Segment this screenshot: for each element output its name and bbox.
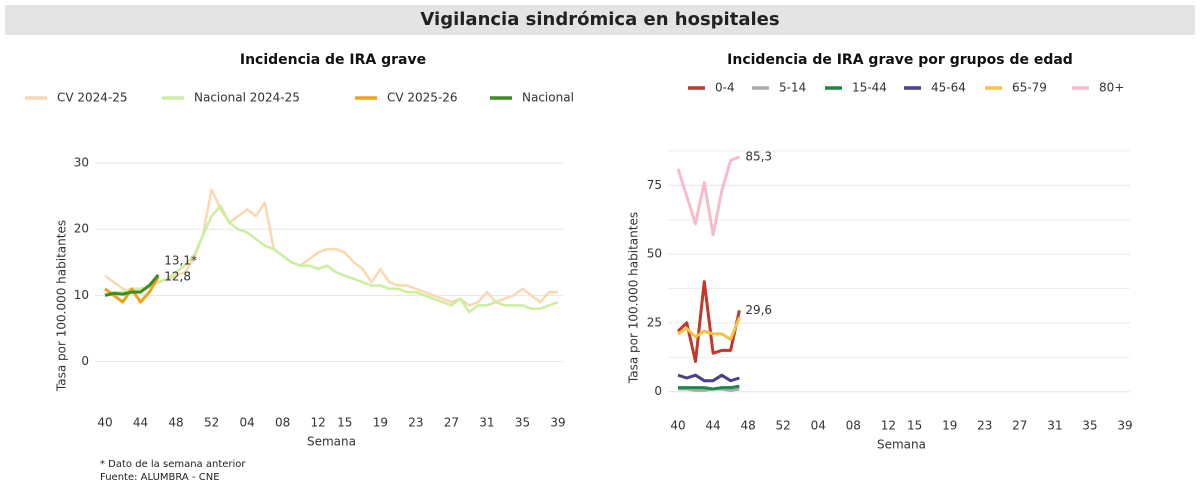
series-line xyxy=(676,280,741,363)
legend-label: 80+ xyxy=(1099,81,1124,95)
legend-label: 15-44 xyxy=(852,81,887,95)
x-tick-label: 39 xyxy=(550,416,565,430)
y-tick-label: 75 xyxy=(647,178,662,192)
x-tick-label: 48 xyxy=(740,419,755,433)
x-tick-label: 04 xyxy=(811,419,826,433)
y-tick-label: 20 xyxy=(74,222,89,236)
x-axis-title: Semana xyxy=(877,438,926,452)
y-tick-label: 50 xyxy=(647,247,662,261)
x-tick-label: 40 xyxy=(670,419,685,433)
legend-label: 0-4 xyxy=(715,81,735,95)
x-tick-label: 35 xyxy=(1082,419,1097,433)
header-title: Vigilancia sindrómica en hospitales xyxy=(420,9,779,30)
chart-title: Incidencia de IRA grave por grupos de ed… xyxy=(727,52,1073,68)
y-tick-label: 0 xyxy=(81,354,89,368)
x-tick-label: 44 xyxy=(133,416,148,430)
y-tick-label: 30 xyxy=(74,156,89,170)
y-tick-label: 25 xyxy=(647,315,662,329)
series-line xyxy=(677,316,741,341)
legend-label: CV 2024-25 xyxy=(57,91,128,105)
x-tick-label: 08 xyxy=(275,416,290,430)
x-tick-label: 04 xyxy=(239,416,254,430)
value-label: 85,3 xyxy=(745,149,772,163)
legend-label: Nacional 2024-25 xyxy=(194,91,300,105)
y-tick-label: 10 xyxy=(74,288,89,302)
y-axis-title: Tasa por 100.000 habitantes xyxy=(627,212,641,384)
series-line xyxy=(104,273,160,297)
series-line xyxy=(104,276,160,304)
x-tick-label: 39 xyxy=(1117,419,1132,433)
source: Fuente: ALUMBRA - CNE xyxy=(100,472,220,483)
legend-label: 5-14 xyxy=(779,81,806,95)
x-tick-label: 23 xyxy=(977,419,992,433)
x-tick-label: 52 xyxy=(776,419,791,433)
legend-label: 45-64 xyxy=(931,81,966,95)
y-axis-title: Tasa por 100.000 habitantes xyxy=(55,220,69,392)
series-line xyxy=(677,373,740,383)
legend-label: Nacional xyxy=(522,91,574,105)
series-line xyxy=(104,188,558,307)
x-tick-label: 40 xyxy=(97,416,112,430)
x-tick-label: 27 xyxy=(1012,419,1027,433)
x-tick-label: 35 xyxy=(515,416,530,430)
series-line xyxy=(678,384,740,391)
x-tick-label: 48 xyxy=(168,416,183,430)
x-tick-label: 44 xyxy=(705,419,720,433)
chart-title: Incidencia de IRA grave xyxy=(240,52,426,68)
value-label: 29,6 xyxy=(745,303,772,317)
x-tick-label: 12 xyxy=(881,419,896,433)
x-tick-label: 15 xyxy=(337,416,352,430)
series-line xyxy=(104,204,559,314)
x-tick-label: 19 xyxy=(373,416,388,430)
x-tick-label: 19 xyxy=(942,419,957,433)
x-tick-label: 08 xyxy=(846,419,861,433)
legend-label: CV 2025-26 xyxy=(387,91,458,105)
x-tick-label: 27 xyxy=(444,416,459,430)
value-label: 13,1* xyxy=(164,253,197,267)
series-line xyxy=(676,155,740,237)
x-tick-label: 15 xyxy=(907,419,922,433)
footnote: * Dato de la semana anterior xyxy=(100,459,246,470)
y-tick-label: 0 xyxy=(654,384,662,398)
x-axis-title: Semana xyxy=(307,435,356,449)
value-label: 12,8 xyxy=(164,269,191,283)
legend-label: 65-79 xyxy=(1012,81,1047,95)
x-tick-label: 31 xyxy=(1047,419,1062,433)
x-tick-label: 12 xyxy=(311,416,326,430)
header-bar xyxy=(5,5,1195,35)
x-tick-label: 52 xyxy=(204,416,219,430)
x-tick-label: 31 xyxy=(479,416,494,430)
x-tick-label: 23 xyxy=(408,416,423,430)
